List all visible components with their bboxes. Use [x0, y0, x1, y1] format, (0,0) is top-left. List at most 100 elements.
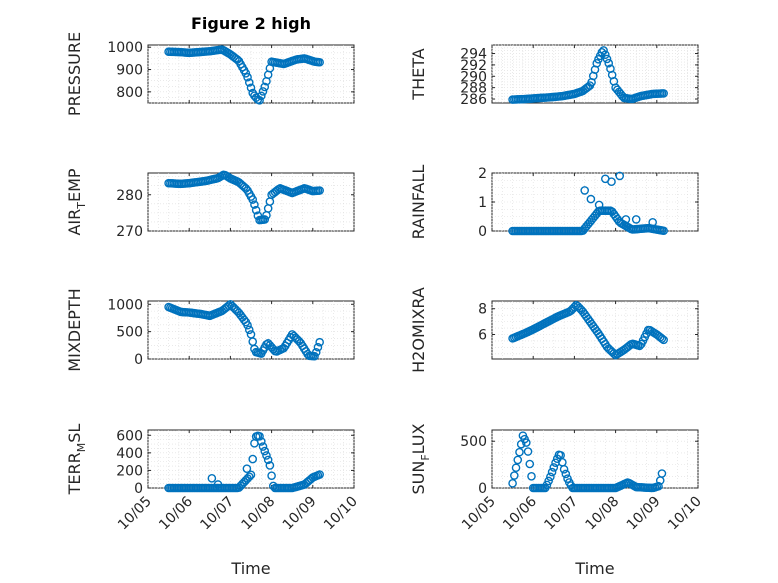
data-point: [570, 302, 579, 312]
data-point: [510, 471, 519, 480]
data-point: [242, 464, 252, 473]
data-point: [224, 301, 233, 310]
data-point: [599, 46, 608, 55]
data-point: [544, 476, 553, 486]
data-point: [659, 226, 668, 236]
data-point: [248, 195, 258, 204]
data-point: [255, 96, 264, 105]
data-point: [313, 342, 323, 352]
x-axis-label-left: Time: [230, 559, 270, 578]
y-tick-label: 1: [478, 195, 487, 211]
data-point: [315, 57, 324, 67]
x-tick-label: 10/09: [280, 494, 320, 534]
data-point: [258, 442, 268, 451]
data-point: [315, 186, 324, 195]
data-point: [243, 320, 252, 330]
data-point: [244, 325, 254, 335]
data-point: [251, 205, 261, 215]
data-point: [255, 431, 264, 441]
x-tick-label: 10/08: [239, 494, 279, 534]
data-point: [244, 78, 254, 87]
data-point: [511, 463, 521, 473]
x-tick-label: 10/07: [197, 494, 237, 534]
y-tick-label: 270: [116, 224, 143, 240]
x-tick-label: 10/05: [115, 494, 155, 534]
y-tick-label: 800: [116, 85, 143, 101]
chart-title: Figure 2 high: [191, 14, 311, 33]
x-tick-label: 10/06: [156, 493, 196, 533]
data-point: [546, 472, 555, 482]
data-point: [244, 472, 254, 481]
y-tick-label: 1000: [107, 40, 143, 56]
y-axis-label: MIXDEPTH: [65, 288, 84, 371]
panel-pressure: 800 900 1000 PRESSURE: [65, 32, 355, 116]
y-tick-label: 280: [116, 188, 143, 204]
x-tick-label: 10/10: [321, 494, 361, 534]
data-point: [547, 467, 557, 477]
y-tick-label: 290: [460, 69, 487, 85]
y-axis-label: H2OMIXRA: [409, 287, 428, 373]
data-point: [654, 481, 663, 491]
y-tick-label: 0: [134, 352, 143, 368]
data-point: [602, 54, 612, 64]
y-axis-label: SUNFLUX: [409, 423, 432, 494]
y-tick-label: 500: [116, 325, 143, 341]
x-tick-label: 10/07: [541, 494, 581, 534]
y-tick-label: 600: [116, 428, 143, 444]
data-point: [542, 480, 552, 490]
x-tick-label: 10/08: [583, 494, 623, 534]
data-point: [648, 217, 657, 227]
y-axis-label: AIRTEMP: [65, 168, 88, 235]
y-tick-label: 500: [460, 434, 487, 450]
y-tick-label: 900: [116, 63, 143, 79]
y-axis-label: RAINFALL: [409, 165, 428, 240]
data-point: [241, 69, 251, 78]
data-point: [559, 464, 569, 474]
data-point: [615, 171, 625, 181]
y-tick-label: 400: [116, 446, 143, 462]
panel-h2omixra: 6 8 H2OMIXRA: [409, 287, 699, 373]
data-point: [256, 91, 266, 101]
x-tick-label: 10/06: [500, 493, 540, 533]
data-point: [310, 351, 319, 361]
data-point: [631, 215, 641, 224]
y-tick-label: 0: [478, 224, 487, 240]
data-point: [246, 470, 256, 480]
data-point: [549, 463, 559, 472]
data-point: [561, 469, 571, 479]
data-point: [258, 87, 268, 96]
y-tick-label: 8: [478, 302, 487, 318]
data-point: [659, 89, 668, 98]
data-point: [522, 438, 531, 447]
data-point: [260, 82, 270, 92]
data-point: [604, 58, 614, 68]
data-point: [508, 479, 517, 488]
x-tick-label: 10/05: [459, 494, 499, 534]
panel-mixdepth: 0 500 1000 MIXDEPTH: [65, 288, 355, 372]
y-tick-label: 0: [478, 481, 487, 497]
y-tick-label: 286: [460, 92, 487, 108]
data-point: [523, 447, 533, 456]
data-point: [213, 480, 223, 489]
data-point: [250, 200, 259, 209]
data-point: [659, 335, 668, 345]
y-tick-label: 200: [116, 463, 143, 479]
data-point: [260, 215, 270, 224]
data-point: [265, 461, 275, 470]
data-point: [513, 455, 523, 465]
data-point: [607, 177, 616, 186]
data-point: [243, 72, 252, 82]
data-point: [515, 447, 524, 457]
data-point: [248, 454, 258, 464]
y-axis-label: THETA: [409, 48, 428, 100]
data-point: [525, 459, 535, 469]
y-tick-label: 288: [460, 81, 487, 97]
data-point: [621, 215, 631, 224]
data-point: [246, 83, 256, 93]
data-point: [527, 472, 536, 481]
y-tick-label: 6: [478, 328, 487, 344]
data-point: [311, 347, 321, 357]
data-point: [207, 474, 217, 483]
